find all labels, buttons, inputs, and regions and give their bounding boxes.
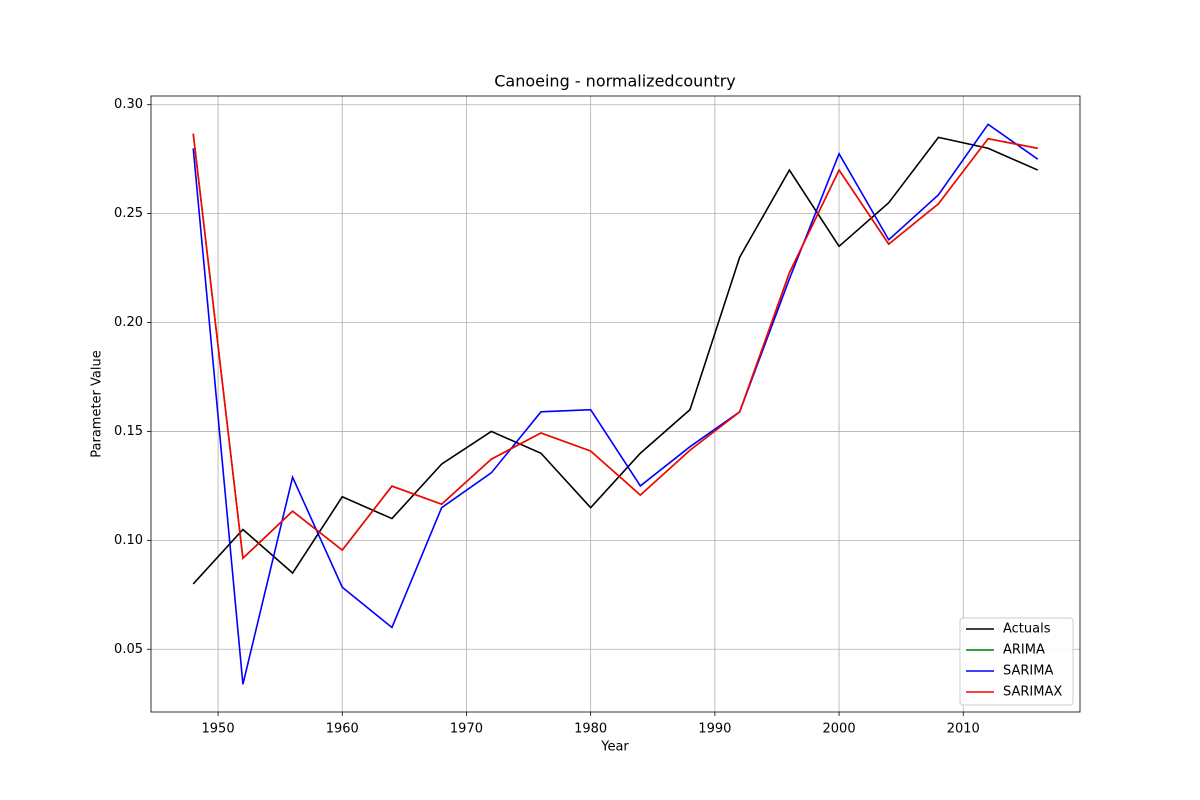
y-tick-label: 0.20 xyxy=(114,315,143,330)
legend-label: Actuals xyxy=(1003,622,1051,637)
x-axis-label: Year xyxy=(600,740,629,755)
legend-label: ARIMA xyxy=(1003,643,1045,658)
x-tick-label: 1980 xyxy=(574,722,607,737)
legend-label: SARIMA xyxy=(1003,664,1053,679)
chart-title: Canoeing - normalizedcountry xyxy=(494,72,736,91)
plot-frame xyxy=(150,95,1081,713)
y-axis-label: Parameter Value xyxy=(90,350,105,457)
y-tick-label: 0.30 xyxy=(114,97,143,112)
series-line xyxy=(192,136,1039,585)
x-tick-label: 1960 xyxy=(326,722,359,737)
y-tick-label: 0.05 xyxy=(114,642,143,657)
y-tick-label: 0.10 xyxy=(114,533,143,548)
legend-box xyxy=(959,617,1074,706)
series-line xyxy=(192,133,1038,560)
y-tick-label: 0.25 xyxy=(114,206,143,221)
x-tick-label: 1950 xyxy=(202,722,235,737)
series-line xyxy=(192,123,1039,685)
x-tick-label: 1970 xyxy=(450,722,483,737)
y-tick-label: 0.15 xyxy=(114,424,143,439)
x-tick-label: 2010 xyxy=(947,722,980,737)
series-line xyxy=(192,133,1038,560)
legend-label: SARIMAX xyxy=(1003,685,1062,700)
x-tick-label: 1990 xyxy=(698,722,731,737)
x-tick-label: 2000 xyxy=(823,722,856,737)
